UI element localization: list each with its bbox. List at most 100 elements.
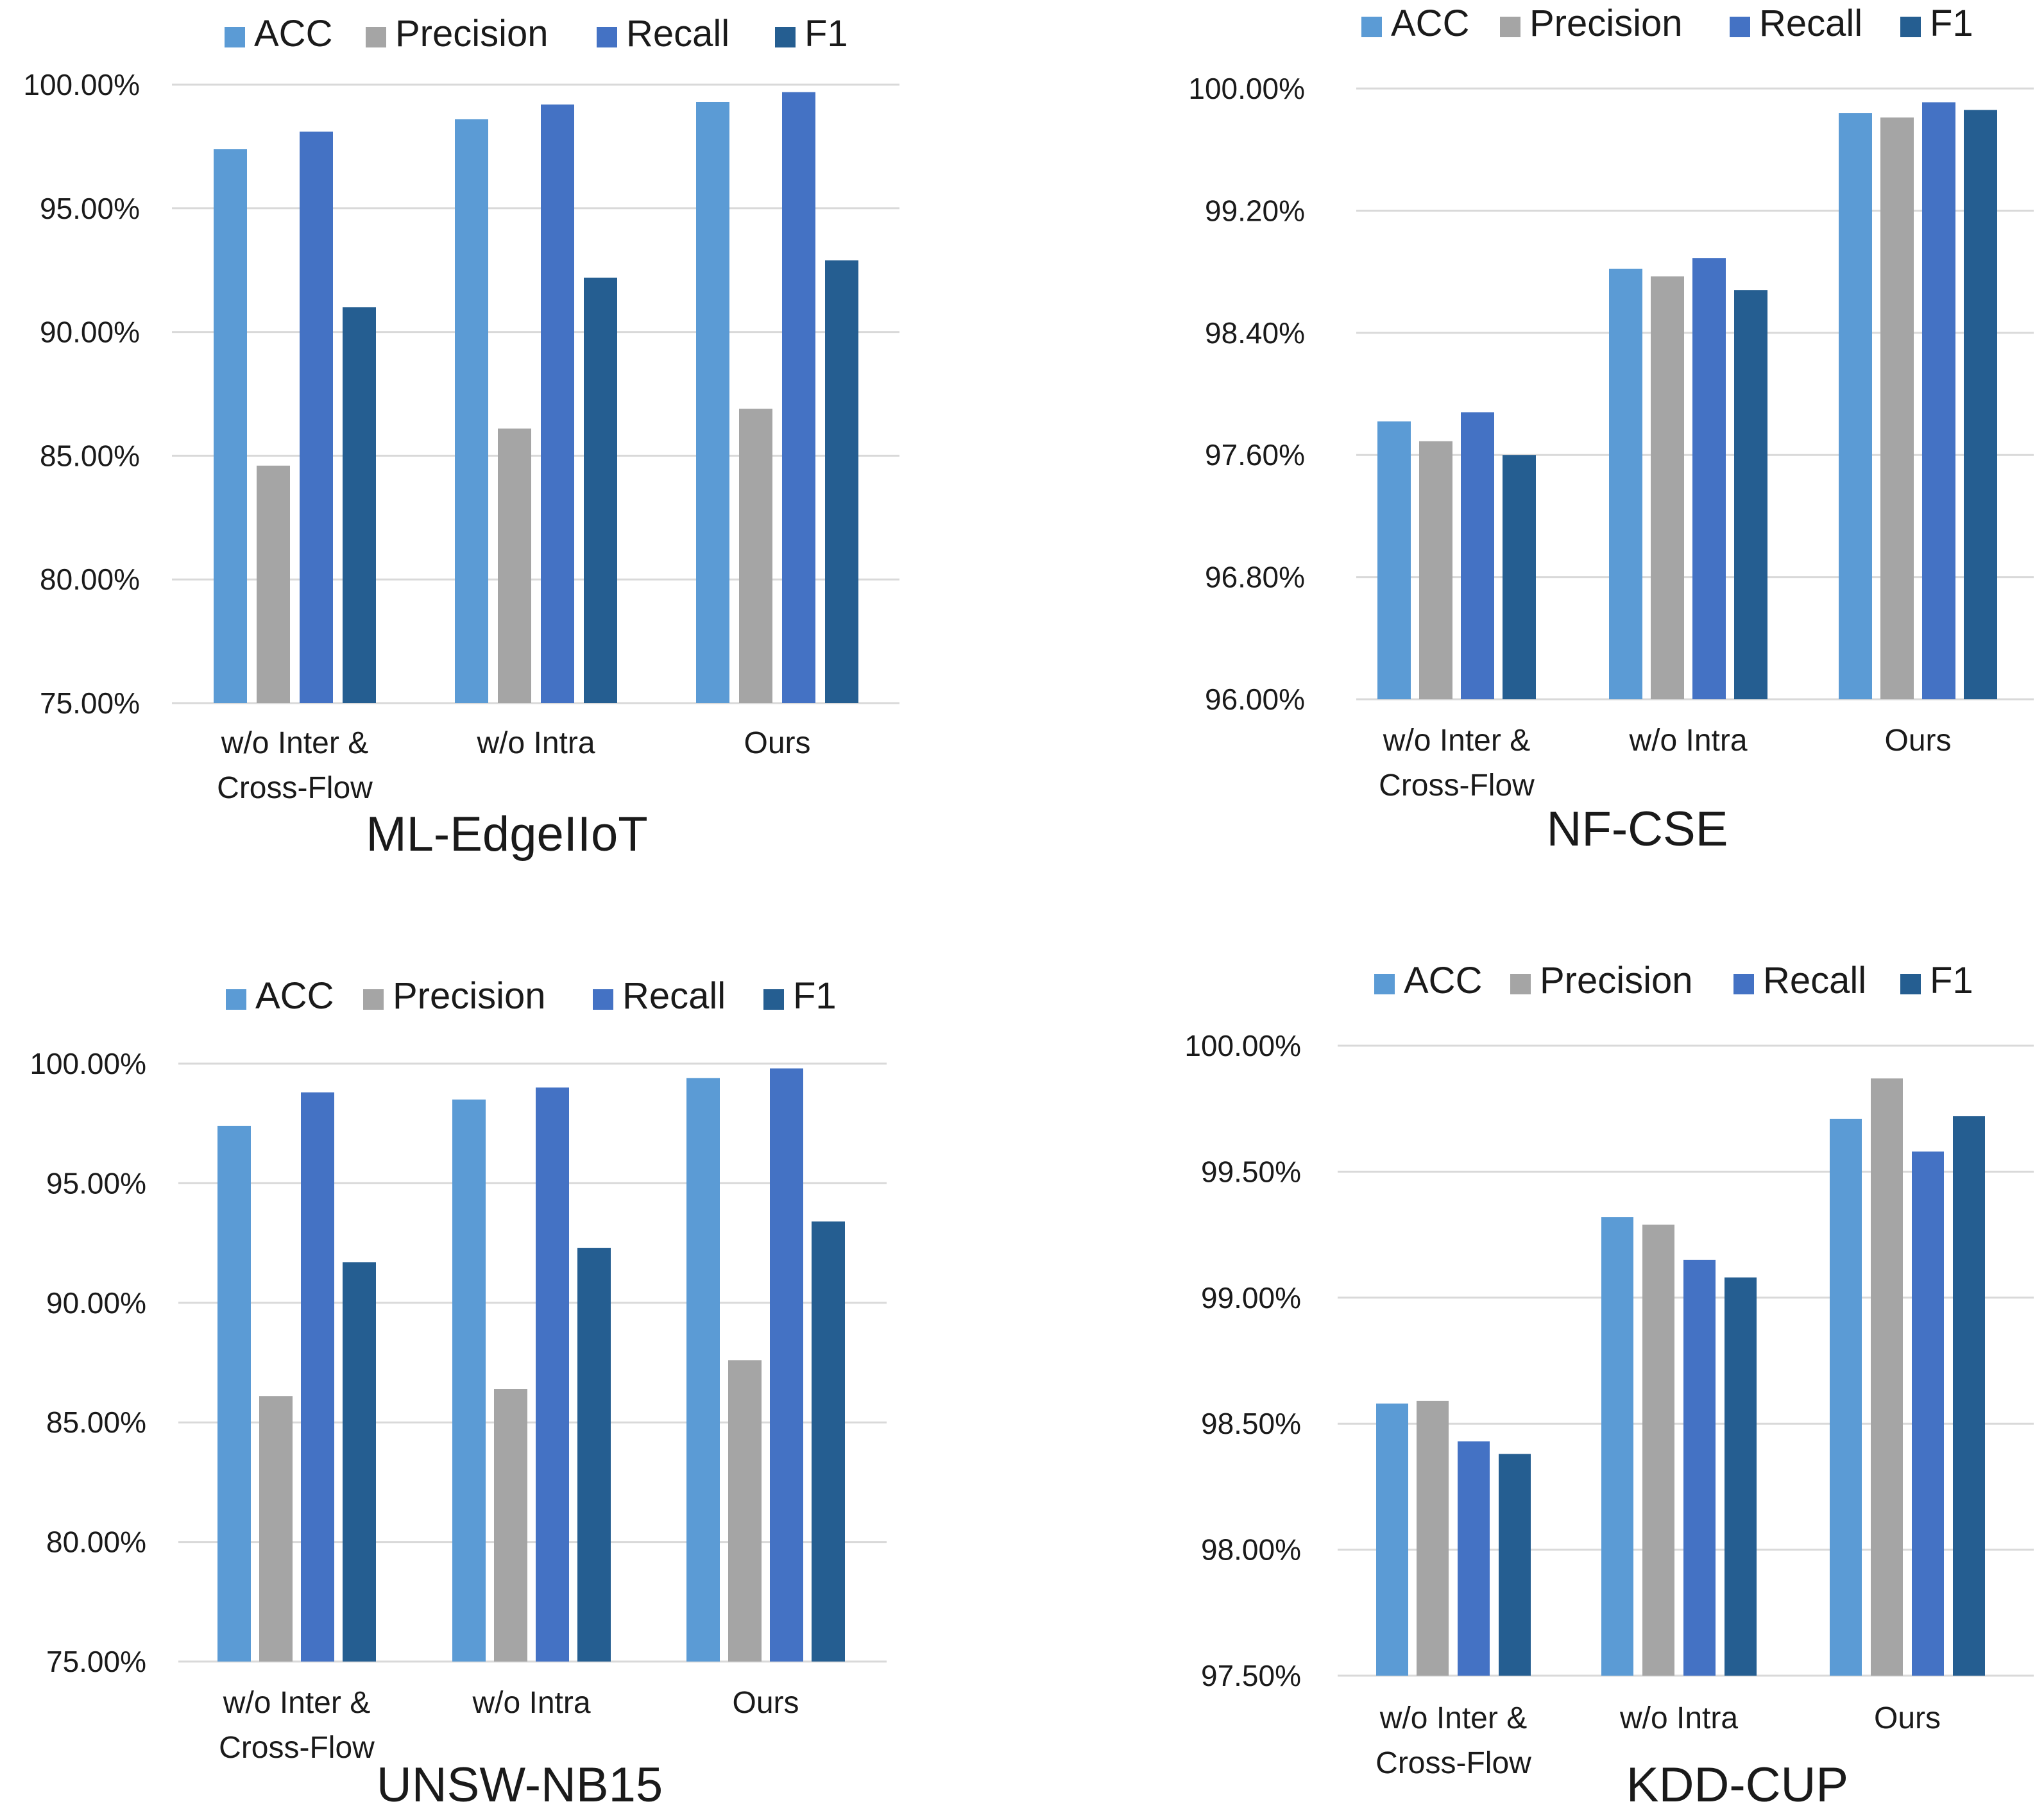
bar-precision-1 [257,465,290,703]
bar-precision-3 [739,409,772,703]
bar-f1-1 [343,1262,376,1662]
bar-recall-1 [301,1092,334,1662]
legend-swatch-recall [1730,17,1750,37]
y-tick-label: 100.00% [30,1047,146,1080]
legend-swatch-recall [597,27,617,47]
bar-precision-2 [1651,276,1684,699]
bar-acc-1 [1376,1403,1408,1676]
legend-swatch-f1 [775,27,796,47]
legend-label-precision: Precision [1540,960,1693,1001]
bar-precision-3 [728,1360,762,1662]
legend-swatch-f1 [763,989,784,1010]
legend-swatch-f1 [1900,17,1921,37]
legend-label-precision: Precision [395,13,549,55]
legend-label-f1: F1 [793,975,837,1017]
legend-swatch-precision [1500,17,1520,37]
bar-recall-2 [536,1087,569,1662]
legend-label-precision: Precision [393,975,546,1017]
legend-label-recall: Recall [1759,3,1862,44]
bar-precision-2 [498,428,531,703]
legend-swatch-recall [1733,974,1754,994]
bar-acc-2 [1601,1217,1633,1676]
x-category-label: w/o Intra [1628,724,1747,758]
chart-title: ML-EdgeIIoT [366,807,647,862]
bar-acc-2 [452,1099,486,1662]
chart-title: NF-CSE [1547,802,1728,856]
x-category-label: w/o Intra [472,1686,590,1720]
y-tick-label: 95.00% [40,192,140,225]
bar-precision-2 [1642,1224,1674,1676]
bar-f1-2 [584,277,617,703]
x-category-label: Ours [1884,724,1951,758]
bar-precision-1 [1419,441,1452,699]
bar-recall-1 [1461,412,1494,699]
y-tick-label: 85.00% [40,439,140,472]
legend-swatch-acc [1361,17,1382,37]
bar-f1-1 [1503,455,1536,699]
bar-precision-1 [259,1396,293,1662]
x-category-label: w/o Intra [1619,1701,1738,1735]
y-tick-label: 99.20% [1205,194,1305,227]
legend-swatch-acc [225,27,245,47]
bar-precision-2 [494,1389,527,1662]
chart-title: KDD-CUP [1626,1758,1848,1812]
legend-label-acc: ACC [1404,960,1482,1001]
bar-recall-3 [770,1068,803,1662]
bar-recall-2 [1692,258,1726,699]
y-tick-label: 100.00% [1184,1029,1301,1062]
x-category-label: Ours [744,726,810,760]
legend-swatch-acc [226,989,246,1010]
bar-f1-1 [343,307,376,703]
chart-title: UNSW-NB15 [377,1758,663,1812]
y-tick-label: 98.40% [1205,316,1305,350]
legend-swatch-precision [363,989,384,1010]
y-tick-label: 99.00% [1201,1281,1301,1314]
chart-panel-ml-edgeiiot: 75.00% 80.00% 85.00% 90.00% 95.00% 100.00% w/o… [23,13,899,862]
legend-swatch-precision [366,27,386,47]
bar-acc-3 [696,101,729,703]
x-category-label: w/o Inter & Cross-Flow [1379,724,1535,803]
legend-swatch-acc [1374,974,1395,994]
bar-f1-1 [1499,1454,1531,1676]
bar-acc-2 [1609,268,1642,700]
y-tick-label: 97.50% [1201,1659,1301,1692]
bar-f1-2 [577,1248,611,1662]
legend-swatch-precision [1510,974,1531,994]
y-tick-label: 98.50% [1201,1407,1301,1440]
y-tick-label: 96.80% [1205,561,1305,594]
y-tick-label: 100.00% [23,68,140,101]
bar-acc-1 [214,149,247,704]
y-tick-label: 99.50% [1201,1155,1301,1188]
legend-label-acc: ACC [254,13,332,55]
legend-label-f1: F1 [805,13,848,55]
bar-recall-3 [782,92,815,703]
bar-recall-3 [1912,1151,1944,1676]
bar-f1-3 [1953,1116,1985,1676]
y-tick-label: 75.00% [46,1645,146,1678]
bar-f1-2 [1725,1277,1757,1676]
chart-panel-unsw-nb15: 75.00% 80.00% 85.00% 90.00% 95.00% 100.00% w/o… [30,975,887,1812]
chart-panel-kdd-cup: 97.50% 98.00% 98.50% 99.00% 99.50% 100.00% w/o… [1184,960,2034,1812]
chart-panel-nf-cse: 96.00% 96.80% 97.60% 98.40% 99.20% 100.00% w/o… [1188,3,2034,856]
y-tick-label: 90.00% [40,316,140,349]
y-tick-label: 75.00% [40,686,140,720]
y-tick-label: 96.00% [1205,683,1305,716]
y-tick-label: 80.00% [40,563,140,596]
y-tick-label: 95.00% [46,1166,146,1200]
bar-recall-1 [300,132,333,703]
y-tick-label: 80.00% [46,1526,146,1559]
bar-recall-3 [1922,102,1955,700]
bar-recall-2 [541,104,574,703]
bar-f1-3 [825,260,858,703]
y-tick-label: 85.00% [46,1406,146,1439]
bar-acc-3 [686,1078,720,1662]
bar-recall-1 [1458,1441,1490,1676]
bar-f1-3 [812,1221,845,1662]
y-tick-label: 90.00% [46,1286,146,1320]
bar-precision-1 [1417,1400,1449,1676]
legend-label-f1: F1 [1930,960,1973,1001]
x-category-label: w/o Intra [476,726,595,760]
legend-swatch-recall [593,989,613,1010]
y-tick-label: 100.00% [1188,72,1305,105]
